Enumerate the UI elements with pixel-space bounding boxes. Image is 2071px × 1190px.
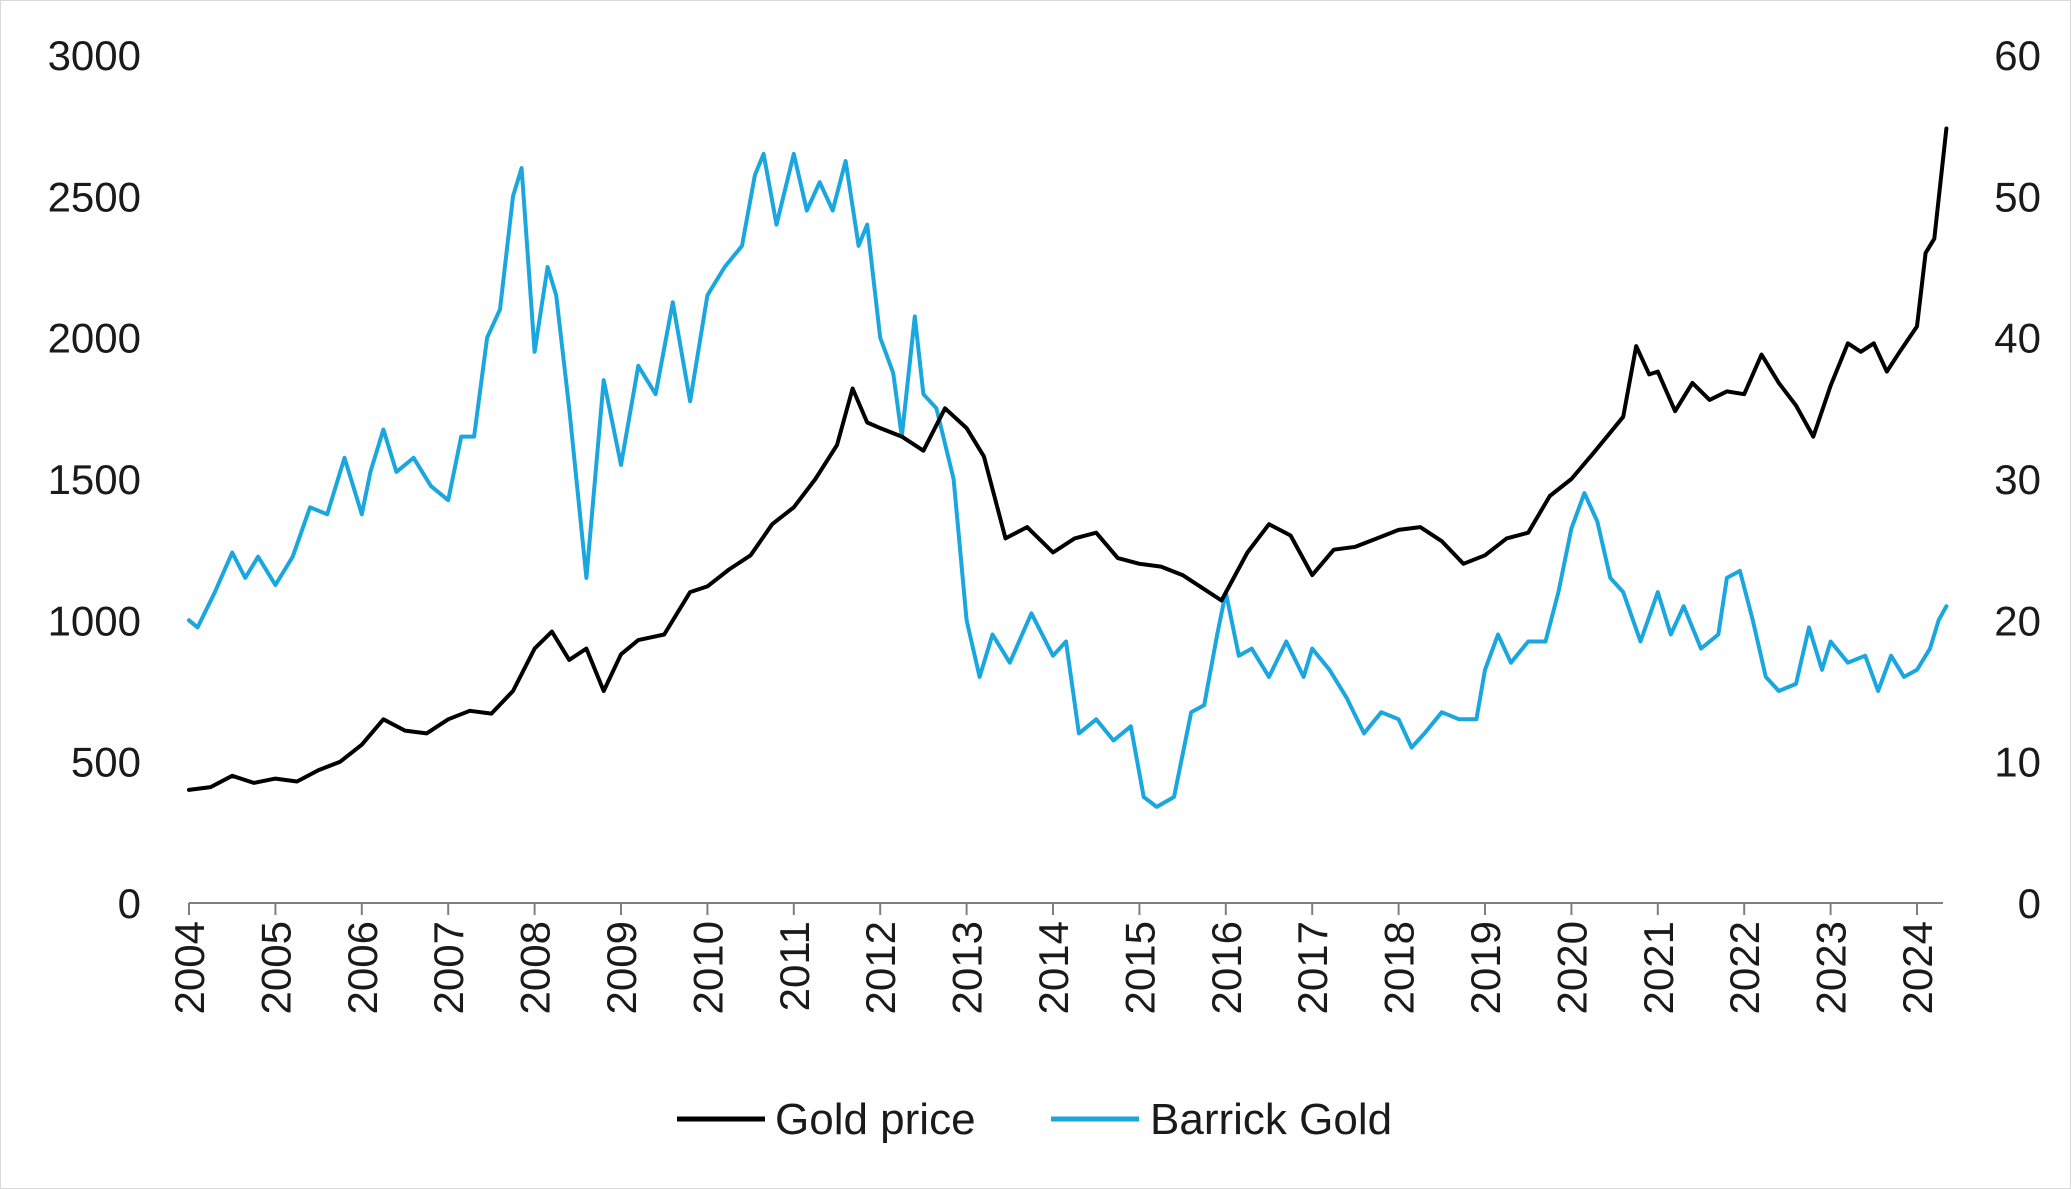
x-axis-tick-label: 2019 (1462, 921, 1509, 1014)
right-axis-ticks: 0 10 20 30 40 50 60 (1994, 32, 2041, 927)
x-axis-tick-label: 2012 (857, 921, 904, 1014)
x-axis-tick-label: 2004 (166, 921, 213, 1014)
x-axis-tick-label: 2014 (1030, 921, 1077, 1014)
right-axis-tick-label: 40 (1994, 315, 2041, 362)
x-axis-tick-label: 2013 (944, 921, 991, 1014)
x-axis-tick-label: 2018 (1376, 921, 1423, 1014)
legend-label-gold-price: Gold price (775, 1095, 976, 1144)
x-axis-tick-label: 2021 (1635, 921, 1682, 1014)
left-axis-tick-label: 1500 (48, 456, 141, 503)
left-axis-tick-label: 3000 (48, 32, 141, 79)
right-axis-tick-label: 30 (1994, 456, 2041, 503)
right-axis-tick-label: 20 (1994, 597, 2041, 644)
x-axis-tick-label: 2016 (1203, 921, 1250, 1014)
x-axis-tick-label: 2005 (252, 921, 299, 1014)
left-axis-tick-label: 1000 (48, 597, 141, 644)
legend-item-barrick-gold: Barrick Gold (1051, 1095, 1392, 1144)
series-layer (187, 126, 1949, 809)
left-axis-tick-label: 500 (71, 739, 141, 786)
right-axis-tick-label: 0 (2018, 880, 2041, 927)
x-axis-tick-label: 2011 (771, 921, 818, 1011)
right-axis-tick-label: 50 (1994, 173, 2041, 220)
x-axis-tick-label: 2020 (1548, 921, 1595, 1014)
right-axis-tick-label: 10 (1994, 739, 2041, 786)
series-line-barrick-gold (187, 151, 1949, 809)
x-axis-tick-label: 2023 (1808, 921, 1855, 1014)
series-line-gold-price (187, 126, 1949, 792)
legend: Gold price Barrick Gold (677, 1095, 1392, 1144)
x-axis-tick-label: 2008 (512, 921, 559, 1014)
left-axis-tick-label: 2500 (48, 173, 141, 220)
legend-item-gold-price: Gold price (677, 1095, 976, 1144)
x-axis-ticks: 2004 2005 2006 2007 2008 2009 2010 2011 2012 2013… (166, 903, 1941, 1014)
x-axis-tick-label: 2022 (1721, 921, 1768, 1014)
x-axis-tick-label: 2009 (598, 921, 645, 1014)
left-axis-ticks: 0 500 1000 1500 2000 2500 3000 (48, 32, 141, 927)
right-axis-tick-label: 60 (1994, 32, 2041, 79)
x-axis-tick-label: 2010 (684, 921, 731, 1014)
legend-label-barrick-gold: Barrick Gold (1150, 1095, 1392, 1144)
left-axis-tick-label: 0 (118, 880, 141, 927)
x-axis-tick-label: 2017 (1289, 921, 1336, 1014)
x-axis-tick-label: 2007 (425, 921, 472, 1014)
left-axis-tick-label: 2000 (48, 315, 141, 362)
x-axis-tick-label: 2006 (339, 921, 386, 1014)
x-axis-tick-label: 2015 (1116, 921, 1163, 1014)
x-axis-tick-label: 2024 (1894, 921, 1941, 1014)
